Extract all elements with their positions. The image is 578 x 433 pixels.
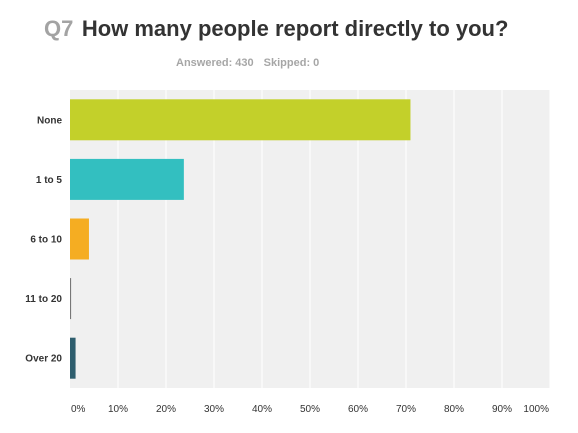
skipped-count: Skipped: 0 (263, 57, 320, 69)
x-tick-label: 0% (71, 404, 86, 415)
x-tick-label: 20% (156, 404, 176, 415)
response-stats: Answered: 430 Skipped: 0 (176, 57, 319, 69)
x-tick-label: 10% (108, 404, 128, 415)
x-tick-label: 70% (396, 404, 416, 415)
bars (70, 99, 411, 379)
category-labels: None 1 to 5 6 to 10 11 to 20 Over 20 (25, 115, 62, 364)
question-header: Q7 How many people report directly to yo… (44, 16, 508, 48)
x-tick-label: 90% (492, 404, 512, 415)
question-title: How many people report directly to you? (81, 16, 509, 41)
category-label: None (37, 115, 62, 126)
question-number: Q7 (44, 16, 74, 41)
category-label: 1 to 5 (36, 175, 63, 186)
answered-count: Answered: 430 (176, 57, 254, 69)
bar-11-to-20[interactable] (70, 278, 72, 320)
x-tick-label: 40% (252, 404, 272, 415)
bar-1-to-5[interactable] (70, 158, 184, 200)
category-label: 11 to 20 (25, 294, 62, 305)
x-tick-label: 80% (444, 404, 464, 415)
x-tick-label: 30% (204, 404, 224, 415)
x-tick-label: 100% (523, 404, 549, 415)
x-tick-label: 60% (348, 404, 368, 415)
bar-none[interactable] (70, 99, 411, 141)
bar-over-20[interactable] (70, 337, 76, 379)
x-tick-label: 50% (300, 404, 320, 415)
x-tick-labels: 0% 10% 20% 30% 40% 50% 60% 70% 80% 90% 100% (71, 404, 549, 415)
category-label: Over 20 (25, 354, 62, 365)
category-label: 6 to 10 (30, 235, 62, 246)
bar-6-to-10[interactable] (70, 218, 89, 260)
